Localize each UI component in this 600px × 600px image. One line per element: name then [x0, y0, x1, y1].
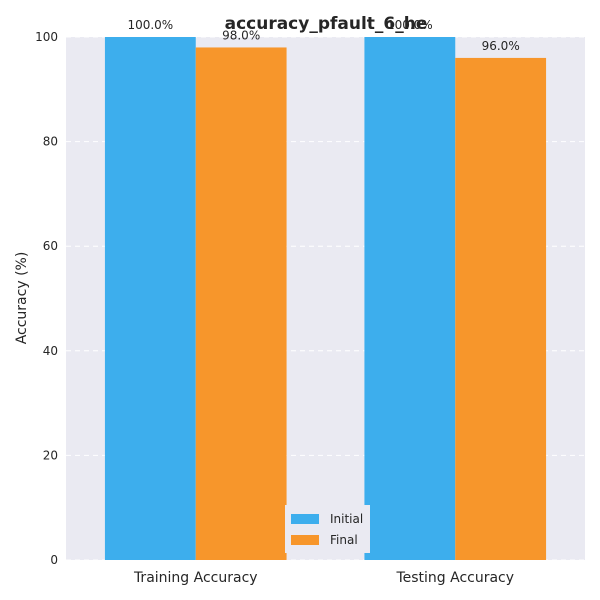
y-axis-ticks: 0 20 40 60 80 100 — [35, 30, 58, 567]
legend-label-initial: Initial — [330, 512, 363, 526]
x-axis-ticks: Training Accuracy Testing Accuracy — [133, 570, 514, 586]
y-tick-label: 60 — [43, 239, 58, 253]
data-label: 96.0% — [482, 39, 520, 53]
legend-swatch-initial — [291, 514, 319, 524]
data-label: 98.0% — [222, 28, 260, 42]
y-tick-label: 0 — [50, 553, 58, 567]
x-tick-label: Testing Accuracy — [395, 570, 514, 586]
data-labels: 100.0% 98.0% 100.0% 96.0% — [127, 18, 519, 53]
bars — [104, 37, 547, 561]
bar-final-1 — [455, 57, 547, 561]
y-axis-label: Accuracy (%) — [14, 252, 30, 345]
data-label: 100.0% — [387, 18, 433, 32]
legend: Initial Final — [285, 505, 370, 553]
y-tick-label: 100 — [35, 30, 58, 44]
chart-title: accuracy_pfault_6_he — [225, 14, 428, 34]
y-tick-label: 20 — [43, 448, 58, 462]
y-tick-label: 80 — [43, 135, 58, 149]
data-label: 100.0% — [127, 18, 173, 32]
legend-label-final: Final — [330, 533, 358, 547]
bar-initial-0 — [104, 37, 196, 560]
x-tick-label: Training Accuracy — [133, 570, 258, 586]
bar-initial-1 — [364, 37, 456, 560]
bar-final-0 — [195, 47, 287, 560]
legend-swatch-final — [291, 535, 319, 545]
y-tick-label: 40 — [43, 344, 58, 358]
